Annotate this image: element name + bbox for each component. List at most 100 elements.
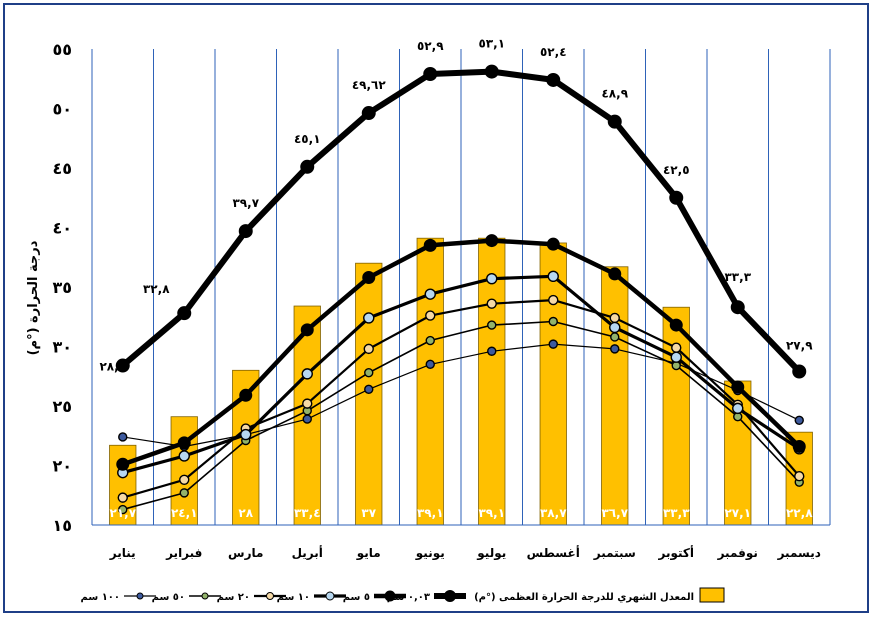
data-label: ٣٢,٨: [143, 282, 170, 296]
series-point: [487, 320, 497, 330]
series-line: [122, 274, 801, 475]
series-point: [548, 316, 558, 327]
series-point: [794, 471, 805, 482]
series-point: [548, 294, 559, 306]
legend-label: المعدل الشهري للدرجة الحرارة العظمى (°م): [474, 592, 694, 603]
series-point: [792, 439, 806, 453]
legend: المعدل الشهري للدرجة الحرارة العظمى (°م)…: [81, 587, 725, 603]
y-tick-label: ٤٠: [52, 219, 72, 238]
legend-label: ٠,٠٣ سم: [387, 592, 430, 603]
series-point: [118, 432, 128, 442]
series-point: [608, 267, 622, 281]
line-series: [115, 64, 807, 515]
bar: [539, 242, 567, 526]
data-label: ٤٨,٩: [601, 87, 628, 101]
data-label: ٢٧,٩: [786, 338, 813, 352]
series-point: [364, 367, 374, 378]
series-point: [178, 450, 190, 462]
x-tick-label: فبراير: [165, 546, 202, 560]
bar-value-label: ٣٣,٤: [294, 506, 321, 520]
series-point: [425, 335, 435, 346]
x-tick-label: يوليو: [476, 546, 506, 561]
series-point: [302, 414, 312, 424]
x-tick-label: مايو: [356, 546, 381, 561]
y-tick-label: ٢٠: [52, 457, 72, 476]
series-point: [669, 318, 683, 332]
bar-value-label: ٣٦,٧: [601, 506, 628, 520]
bar: [416, 237, 444, 526]
bar-value-label: ٢٨: [238, 506, 253, 520]
series-point: [300, 323, 314, 337]
x-tick-label: أكتوبر: [658, 545, 694, 561]
legend-label: ١٠٠ سم: [81, 592, 120, 603]
data-label: ٤٩,٦٢: [352, 78, 387, 92]
series-point: [546, 72, 561, 87]
series-point: [610, 344, 620, 354]
series-point: [425, 359, 435, 370]
legend-marker: [325, 591, 335, 601]
bar: [662, 306, 690, 526]
series-line: [120, 68, 802, 374]
series-point: [548, 339, 558, 349]
y-tick-label: ٣٥: [52, 278, 72, 297]
series-point: [730, 300, 745, 315]
series-point: [671, 342, 682, 353]
x-tick-label: سبتمبر: [593, 546, 636, 560]
legend-marker: [384, 590, 396, 602]
legend-marker: [444, 590, 456, 602]
y-tick-label: ٥٠: [52, 100, 72, 119]
series-point: [732, 402, 744, 415]
series-point: [177, 306, 192, 321]
series-point: [485, 234, 499, 248]
legend-label: ١٠ سم: [277, 592, 310, 603]
series-point: [484, 64, 499, 79]
y-tick-label: ٢٥: [52, 397, 72, 416]
series-line: [122, 238, 801, 467]
x-tick-label: يونيو: [415, 546, 445, 561]
axes: ١٥ ٢٠ ٢٥ ٣٠ ٣٥ ٤٠ ٤٥ ٥٠ ٥٥ يناير فبراير مارس أبريل ما…: [52, 40, 830, 561]
series-point: [362, 270, 376, 284]
series-point: [361, 106, 376, 121]
series-point: [607, 114, 622, 129]
series-point: [300, 159, 315, 174]
series-point: [792, 364, 807, 379]
series-point: [486, 298, 497, 309]
data-label: ٤٥,١: [294, 132, 321, 146]
series-line: [122, 320, 800, 511]
legend-marker: [136, 592, 144, 600]
series-point: [609, 312, 620, 324]
bar-value-label: ٢٢,٨: [786, 506, 813, 520]
series-point: [118, 504, 128, 515]
x-tick-label: أبريل: [292, 545, 323, 560]
data-label: ٤٢,٥: [663, 163, 690, 177]
series-point: [302, 398, 313, 409]
bar-value-label: ٣٣,٣: [663, 506, 690, 520]
series-point: [487, 346, 497, 356]
bar-value-label: ٣٩,١: [478, 506, 505, 520]
series-point: [423, 238, 437, 252]
x-tick-label: أغسطس: [527, 545, 580, 560]
bar-value-label: ٢٧,١: [724, 506, 751, 520]
bar-value-label: ٢١,٧: [109, 506, 136, 520]
series-point: [423, 66, 438, 81]
series-point: [486, 272, 498, 285]
bar-series: [109, 237, 813, 526]
series-point: [547, 270, 559, 282]
bar: [601, 266, 629, 526]
series-point: [115, 358, 130, 373]
bar-value-label: ٢٤,١: [171, 506, 198, 520]
series-point: [669, 190, 684, 205]
bar-value-label: ٣٧: [361, 506, 376, 520]
x-tick-label: نوفمبر: [717, 546, 758, 561]
data-label: ٥٣,١: [478, 37, 505, 51]
x-tick-label: ديسمبر: [777, 546, 821, 560]
series-point: [731, 380, 745, 394]
legend-swatch: [699, 587, 725, 603]
series-point: [363, 312, 375, 324]
data-label: ٣٩,٧: [232, 196, 259, 210]
bar: [478, 237, 506, 526]
grid: [91, 49, 831, 525]
x-tick-label: مارس: [228, 546, 263, 560]
y-tick-label: ٥٥: [52, 40, 72, 59]
